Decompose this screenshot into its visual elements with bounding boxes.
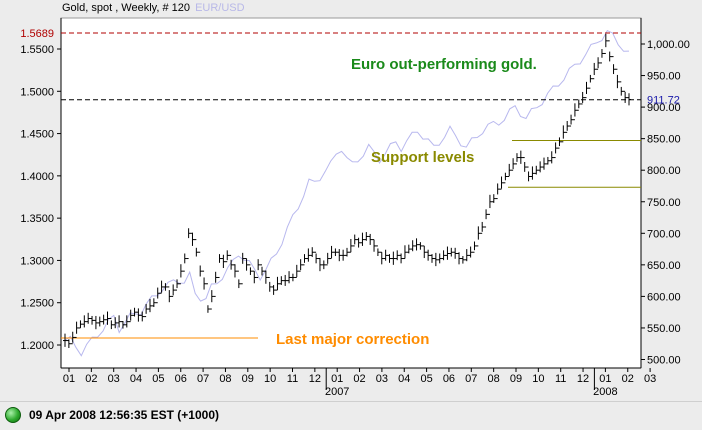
right-tick-label: 950.00 [647, 71, 681, 83]
gold-vs-euro-chart: 1.2000 1.2500 1.3000 1.3500 1.4000 1.4500 1.50… [20, 17, 702, 398]
euro-series [64, 29, 630, 357]
x-tick-label: 11 [287, 373, 298, 385]
left-tick-label: 1.3000 [20, 255, 54, 267]
x-tick-label: 01 [331, 373, 343, 385]
left-tick-label: 1.5500 [20, 44, 54, 56]
x-tick-label: 11 [555, 373, 566, 385]
right-tick-label: 500.00 [647, 355, 681, 367]
right-tick-label: 550.00 [647, 323, 681, 335]
x-tick-label: 08 [219, 373, 231, 385]
x-tick-label: 03 [108, 373, 120, 385]
x-tick-label: 06 [443, 373, 455, 385]
x-tick-label: 06 [175, 373, 187, 385]
x-tick-label: 03 [376, 373, 388, 385]
x-tick-label: 09 [242, 373, 254, 385]
status-timestamp: 09 Apr 2008 12:56:35 EST (+1000) [29, 408, 220, 422]
overlay-symbol-label: EUR/USD [195, 2, 245, 14]
x-tick-label: 10 [264, 373, 276, 385]
x-axis: 01 02 03 04 05 06 07 08 09 10 11 12 01 02 03 04 05 06 07 08… [63, 368, 656, 398]
left-tick-label: 1.2500 [20, 298, 54, 310]
annotation-euro-outperforming: Euro out-performing gold. [351, 56, 537, 73]
x-tick-label: 01 [599, 373, 611, 385]
right-axis: 500.00 550.00 600.00 650.00 700.00 750.00 800.… [641, 39, 690, 367]
right-axis-strip [641, 18, 702, 368]
x-tick-label: 02 [353, 373, 365, 385]
left-tick-label: 1.4500 [20, 129, 54, 141]
reference-lines [61, 32, 641, 339]
x-tick-label: 02 [85, 373, 97, 385]
x-tick-label: 03 [644, 373, 656, 385]
plot-area [60, 17, 642, 369]
x-tick-label: 05 [152, 373, 164, 385]
x-tick-label: 10 [532, 373, 544, 385]
x-tick-label: 01 [63, 373, 75, 385]
left-tick-label: 1.4000 [20, 171, 54, 183]
left-tick-label: 1.2000 [20, 340, 54, 352]
x-year-label: 2008 [593, 386, 617, 398]
status-light-icon [5, 407, 21, 423]
chart-title: Gold, spot , Weekly, # 120 EUR/USD [62, 2, 245, 14]
x-tick-label: 04 [398, 373, 410, 385]
x-tick-label: 12 [577, 373, 589, 385]
status-bar: 09 Apr 2008 12:56:35 EST (+1000) [0, 401, 702, 430]
right-tick-label: 700.00 [647, 228, 681, 240]
right-tick-label: 650.00 [647, 260, 681, 272]
right-marker-label: 911.72 [647, 95, 680, 107]
right-tick-label: 900.00 [647, 102, 681, 114]
right-tick-label: 850.00 [647, 134, 681, 146]
right-tick-label: 800.00 [647, 165, 681, 177]
annotations: Euro out-performing gold. Support levels L… [276, 56, 537, 348]
euro-line [64, 29, 630, 357]
x-tick-label: 07 [197, 373, 209, 385]
left-axis: 1.2000 1.2500 1.3000 1.3500 1.4000 1.4500 1.50… [20, 28, 61, 352]
x-tick-label: 04 [130, 373, 142, 385]
right-tick-label: 1,000.00 [647, 39, 690, 51]
chart-title-text: Gold, spot , Weekly, # 120 [62, 2, 190, 14]
annotation-support-levels: Support levels [371, 149, 474, 166]
left-marker-label: 1.5689 [20, 28, 54, 40]
gold-ohlc-series [63, 33, 631, 349]
x-tick-label: 08 [488, 373, 500, 385]
x-tick-label: 05 [420, 373, 432, 385]
annotation-last-correction: Last major correction [276, 331, 429, 348]
x-tick-label: 02 [622, 373, 634, 385]
x-tick-label: 12 [309, 373, 321, 385]
left-tick-label: 1.5000 [20, 86, 54, 98]
x-tick-label: 09 [510, 373, 522, 385]
right-tick-label: 750.00 [647, 197, 681, 209]
x-year-label: 2007 [325, 386, 349, 398]
left-tick-label: 1.3500 [20, 213, 54, 225]
x-tick-label: 07 [465, 373, 477, 385]
right-tick-label: 600.00 [647, 291, 681, 303]
